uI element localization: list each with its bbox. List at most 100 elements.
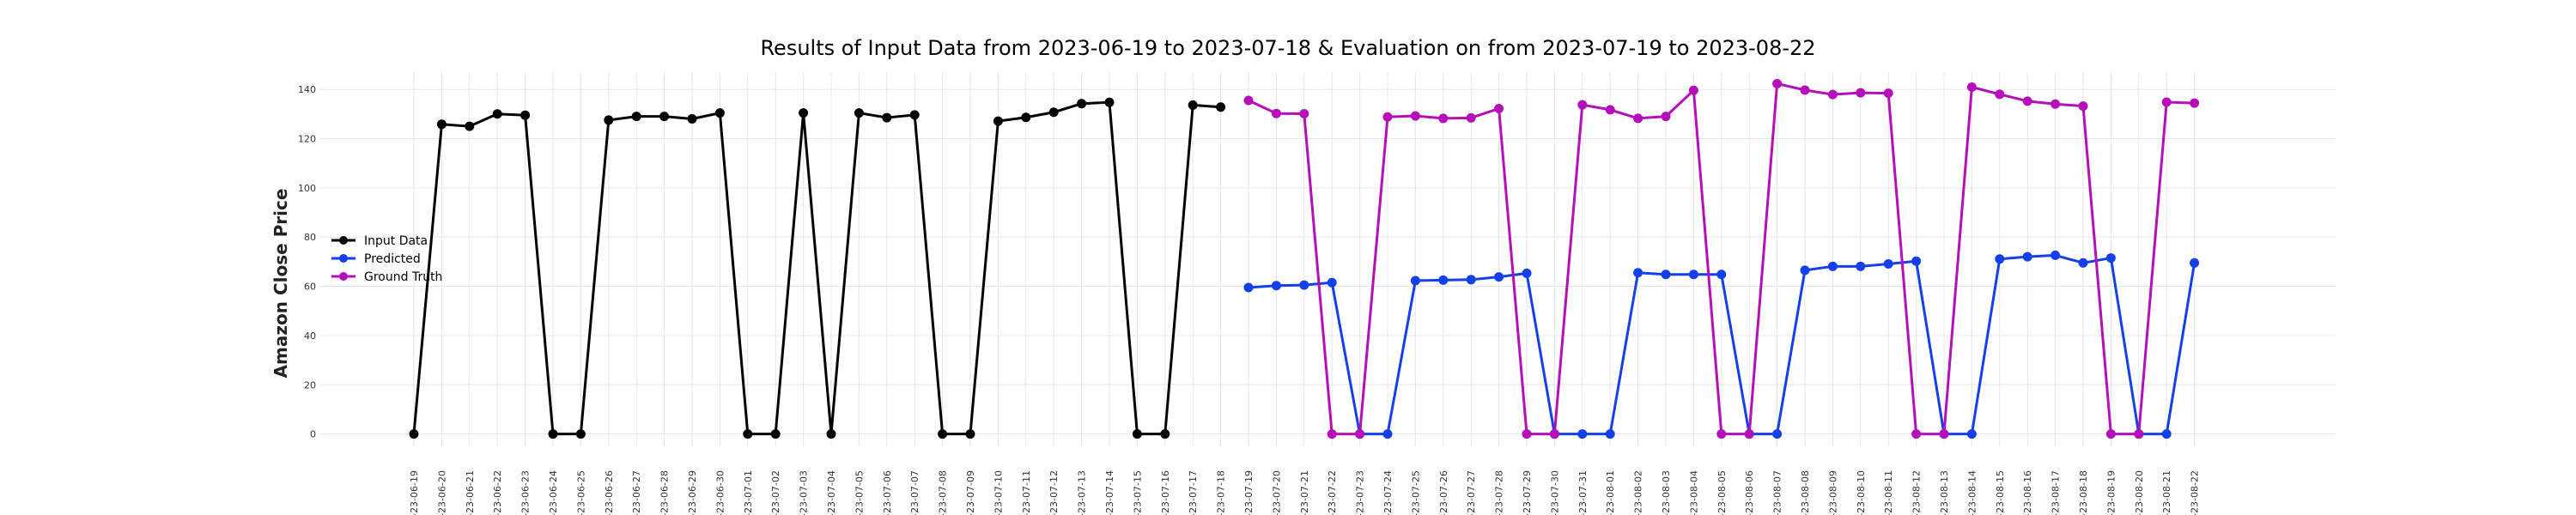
data-point bbox=[1494, 103, 1504, 113]
data-point bbox=[1827, 261, 1838, 271]
data-point bbox=[1021, 112, 1031, 123]
x-tick-label: -23-07-27 bbox=[1466, 470, 1477, 515]
data-point bbox=[1661, 112, 1671, 122]
x-tick-label: -23-07-08 bbox=[938, 470, 949, 515]
data-point bbox=[1688, 270, 1698, 280]
y-tick-label: 40 bbox=[304, 330, 316, 342]
x-tick-label: -23-07-15 bbox=[1132, 470, 1143, 515]
data-point bbox=[1410, 111, 1420, 121]
data-point bbox=[2078, 101, 2088, 112]
x-axis-ticks: -23-06-19 -23-06-20 -23-06-21 -23-06-22 -23-… bbox=[409, 470, 2201, 515]
data-point bbox=[1048, 107, 1059, 118]
x-tick-label: -23-07-17 bbox=[1188, 470, 1199, 515]
x-tick-label: -23-08-09 bbox=[1827, 470, 1838, 515]
data-point bbox=[548, 429, 558, 439]
data-point bbox=[1577, 429, 1588, 439]
data-point bbox=[1271, 281, 1281, 291]
x-tick-label: -23-06-30 bbox=[714, 470, 726, 515]
data-point bbox=[1800, 85, 1810, 95]
data-point bbox=[1243, 282, 1254, 293]
legend-label: Ground Truth bbox=[364, 270, 442, 284]
x-tick-label: -23-06-28 bbox=[659, 470, 671, 515]
data-point bbox=[1661, 270, 1671, 280]
data-point bbox=[687, 114, 697, 124]
x-tick-label: -23-06-26 bbox=[604, 470, 615, 515]
data-point bbox=[882, 112, 892, 123]
data-point bbox=[1966, 82, 1977, 92]
x-tick-label: -23-08-03 bbox=[1661, 470, 1672, 515]
data-point bbox=[1605, 429, 1615, 439]
data-point bbox=[2105, 253, 2116, 264]
data-point bbox=[1355, 429, 1365, 439]
x-tick-label: -23-08-06 bbox=[1744, 470, 1755, 515]
legend: Input Data Predicted Ground Truth bbox=[331, 234, 442, 284]
x-tick-label: -23-08-11 bbox=[1883, 470, 1894, 515]
x-tick-label: -23-07-31 bbox=[1577, 470, 1589, 515]
y-tick-label: 0 bbox=[310, 429, 316, 440]
data-point bbox=[1299, 108, 1309, 118]
x-tick-label: -23-07-04 bbox=[826, 470, 837, 515]
x-tick-label: -23-07-05 bbox=[854, 470, 865, 515]
series-line bbox=[412, 100, 1221, 436]
data-point bbox=[2078, 258, 2088, 268]
x-tick-label: -23-08-10 bbox=[1856, 470, 1867, 515]
data-point bbox=[409, 429, 419, 439]
x-tick-label: -23-06-29 bbox=[687, 470, 698, 515]
x-tick-label: -23-07-14 bbox=[1104, 470, 1115, 515]
data-point bbox=[604, 115, 614, 125]
x-tick-label: -23-07-20 bbox=[1271, 470, 1282, 515]
data-point bbox=[1744, 429, 1754, 439]
x-tick-label: -23-06-24 bbox=[548, 470, 559, 515]
legend-marker bbox=[339, 254, 348, 263]
x-tick-label: -23-06-27 bbox=[631, 470, 642, 515]
series-layer bbox=[409, 78, 2200, 439]
chart-title: Results of Input Data from 2023-06-19 to… bbox=[760, 36, 1815, 60]
x-tick-label: -23-07-28 bbox=[1494, 470, 1505, 515]
y-axis-ticks: 0 20 40 60 80 100 120 140 bbox=[298, 84, 316, 440]
x-tick-label: -23-07-10 bbox=[993, 470, 1004, 515]
data-point bbox=[1995, 89, 2005, 100]
data-point bbox=[631, 112, 641, 122]
data-point bbox=[1466, 275, 1476, 285]
data-point bbox=[1911, 429, 1922, 439]
data-point bbox=[1216, 102, 1226, 112]
series-input-data bbox=[409, 97, 1226, 439]
data-point bbox=[714, 108, 725, 118]
data-point bbox=[938, 429, 948, 439]
y-tick-label: 140 bbox=[298, 84, 316, 95]
x-tick-label: -23-07-24 bbox=[1382, 470, 1394, 515]
x-tick-label: -23-07-21 bbox=[1299, 470, 1310, 515]
data-point bbox=[2190, 258, 2200, 268]
data-point bbox=[770, 429, 781, 439]
x-tick-label: -23-08-22 bbox=[2190, 470, 2201, 515]
data-point bbox=[1772, 78, 1783, 88]
data-point bbox=[743, 429, 753, 439]
data-point bbox=[492, 109, 502, 119]
data-point bbox=[799, 108, 809, 118]
data-point bbox=[1605, 105, 1615, 115]
data-point bbox=[1688, 85, 1698, 95]
data-point bbox=[1104, 97, 1115, 107]
x-tick-label: -23-07-13 bbox=[1077, 470, 1088, 515]
x-tick-label: -23-07-06 bbox=[882, 470, 893, 515]
data-point bbox=[1299, 280, 1309, 290]
data-point bbox=[1800, 265, 1810, 276]
data-point bbox=[2161, 429, 2172, 439]
x-tick-label: -23-08-05 bbox=[1716, 470, 1728, 515]
data-point bbox=[1522, 268, 1532, 278]
x-tick-label: -23-08-01 bbox=[1605, 470, 1616, 515]
data-point bbox=[1911, 256, 1922, 266]
x-tick-label: -23-08-08 bbox=[1800, 470, 1811, 515]
data-point bbox=[909, 110, 920, 120]
data-point bbox=[1410, 276, 1420, 286]
data-point bbox=[1438, 113, 1449, 124]
x-tick-label: -23-06-23 bbox=[520, 470, 532, 515]
data-point bbox=[1327, 277, 1337, 288]
data-point bbox=[2050, 250, 2061, 260]
data-point bbox=[659, 112, 670, 122]
data-point bbox=[1772, 429, 1783, 439]
data-point bbox=[1382, 429, 1393, 439]
data-point bbox=[1466, 112, 1476, 123]
data-point bbox=[1188, 100, 1198, 110]
